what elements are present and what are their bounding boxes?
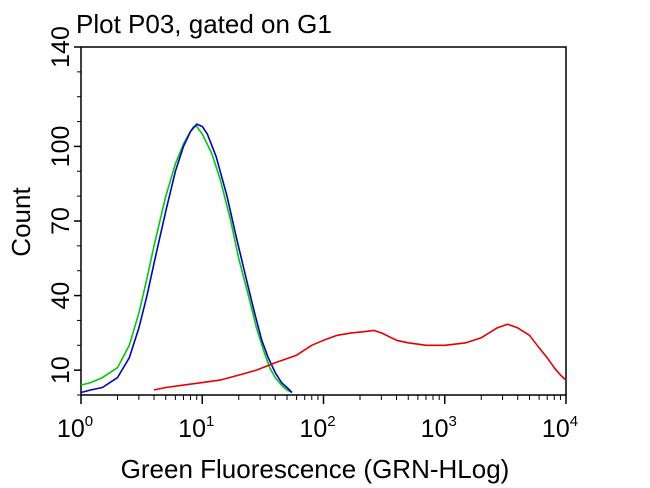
x-tick-exponent: 4: [570, 413, 578, 430]
x-tick-base: 10: [57, 415, 85, 443]
x-tick-label-1000: 103: [421, 413, 457, 443]
x-tick-label-10: 101: [178, 413, 214, 443]
y-tick-label-100: 100: [47, 126, 75, 168]
x-tick-exponent: 3: [448, 413, 456, 430]
plot-frame: [80, 46, 567, 396]
series-line-1: [80, 123, 293, 394]
series-line-0: [80, 125, 293, 394]
x-axis-label: Green Fluorescence (GRN-HLog): [121, 454, 510, 484]
y-tick-label-140: 140: [47, 26, 75, 68]
x-tick-label-10000: 104: [542, 413, 578, 443]
x-tick-base: 10: [299, 415, 327, 443]
x-tick-exponent: 2: [327, 413, 335, 430]
x-tick-base: 10: [178, 415, 206, 443]
x-tick-base: 10: [542, 415, 570, 443]
y-axis-label: Count: [6, 187, 36, 257]
series-layer: [80, 123, 567, 394]
x-tick-exponent: 0: [85, 413, 93, 430]
chart-title: Plot P03, gated on G1: [76, 9, 332, 39]
x-tick-label-1: 100: [57, 413, 93, 443]
y-tick-label-70: 70: [47, 207, 75, 235]
y-tick-label-10: 10: [47, 356, 75, 384]
y-tick-label-40: 40: [47, 282, 75, 310]
x-tick-exponent: 1: [206, 413, 214, 430]
x-tick-base: 10: [421, 415, 449, 443]
x-tick-label-100: 102: [299, 413, 335, 443]
series-line-2: [153, 323, 567, 391]
